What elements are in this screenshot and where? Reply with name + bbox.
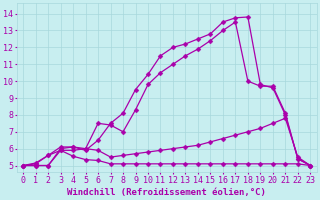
- X-axis label: Windchill (Refroidissement éolien,°C): Windchill (Refroidissement éolien,°C): [67, 188, 266, 197]
